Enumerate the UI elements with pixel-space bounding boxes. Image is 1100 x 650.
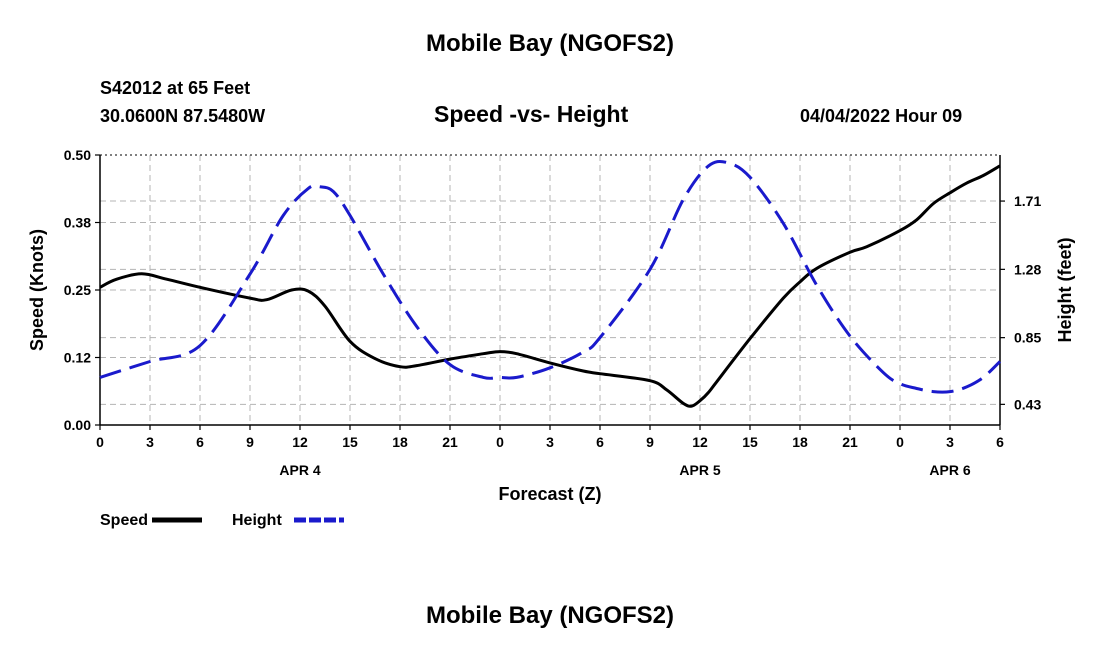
legend-label-speed: Speed: [100, 512, 148, 529]
y-right-tick-label: 0.85: [1014, 330, 1041, 346]
x-tick-label: 0: [496, 434, 504, 450]
series-line-height: [99, 160, 1002, 394]
x-tick-label: 18: [392, 434, 408, 450]
forecast-datetime: 04/04/2022 Hour 09: [800, 106, 963, 126]
y-left-tick-label: 0.38: [64, 215, 91, 231]
x-tick-label: 0: [896, 434, 904, 450]
x-tick-label: 3: [146, 434, 154, 450]
x-tick-label: 12: [292, 434, 308, 450]
series-line-speed: [99, 164, 1001, 408]
x-tick-label: 6: [596, 434, 604, 450]
x-tick-label: 6: [196, 434, 204, 450]
y-left-tick-label: 0.25: [64, 282, 91, 298]
x-day-label: APR 5: [679, 462, 720, 478]
x-tick-label: 21: [842, 434, 858, 450]
y-right-tick-label: 0.43: [1014, 396, 1041, 412]
x-day-label: APR 4: [279, 462, 320, 478]
station-coordinates: 30.0600N 87.5480W: [100, 106, 266, 126]
x-tick-label: 15: [742, 434, 758, 450]
chart-main-title: Mobile Bay (NGOFS2): [425, 30, 675, 57]
y-axis-left-title: Speed (Knots): [27, 229, 47, 351]
x-tick-label: 21: [442, 434, 458, 450]
y-left-tick-label: 0.12: [64, 350, 91, 366]
station-label: S42012 at 65 Feet: [100, 78, 251, 98]
x-tick-label: 6: [996, 434, 1004, 450]
chart-subtitle: Speed -vs- Height: [434, 101, 629, 127]
x-tick-label: 12: [692, 434, 708, 450]
x-axis-title: Forecast (Z): [498, 484, 601, 504]
legend-label-height: Height: [232, 512, 282, 529]
x-tick-label: 9: [646, 434, 654, 450]
x-tick-label: 0: [96, 434, 104, 450]
chart-bottom-title: Mobile Bay (NGOFS2): [425, 602, 675, 629]
y-axis-right-title: Height (feet): [1055, 238, 1075, 343]
x-tick-label: 9: [246, 434, 254, 450]
y-right-tick-label: 1.28: [1014, 261, 1041, 277]
x-tick-label: 18: [792, 434, 808, 450]
x-tick-label: 3: [946, 434, 954, 450]
y-right-tick-label: 1.71: [1014, 193, 1041, 209]
x-tick-label: 3: [546, 434, 554, 450]
y-left-tick-label: 0.50: [64, 147, 91, 163]
x-day-label: APR 6: [929, 462, 970, 478]
x-tick-label: 15: [342, 434, 358, 450]
y-left-tick-label: 0.00: [64, 417, 91, 433]
